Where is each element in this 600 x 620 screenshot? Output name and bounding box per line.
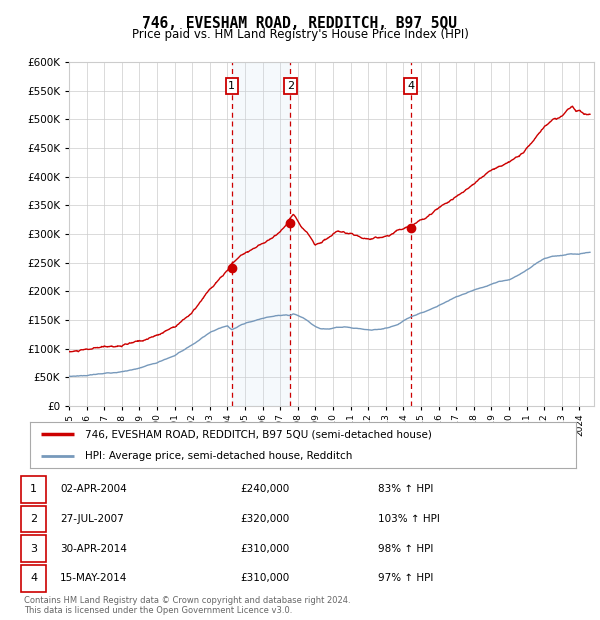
Text: £310,000: £310,000: [240, 544, 289, 554]
Text: 3: 3: [30, 544, 37, 554]
Text: 15-MAY-2014: 15-MAY-2014: [60, 574, 127, 583]
Text: 2: 2: [30, 514, 37, 524]
Text: 2: 2: [287, 81, 294, 91]
Text: HPI: Average price, semi-detached house, Redditch: HPI: Average price, semi-detached house,…: [85, 451, 352, 461]
Text: 746, EVESHAM ROAD, REDDITCH, B97 5QU: 746, EVESHAM ROAD, REDDITCH, B97 5QU: [143, 16, 458, 30]
Text: 02-APR-2004: 02-APR-2004: [60, 484, 127, 494]
Text: 1: 1: [30, 484, 37, 494]
Text: 83% ↑ HPI: 83% ↑ HPI: [378, 484, 433, 494]
Text: 103% ↑ HPI: 103% ↑ HPI: [378, 514, 440, 524]
Text: £310,000: £310,000: [240, 574, 289, 583]
Text: 4: 4: [407, 81, 415, 91]
Text: 97% ↑ HPI: 97% ↑ HPI: [378, 574, 433, 583]
Text: 98% ↑ HPI: 98% ↑ HPI: [378, 544, 433, 554]
Text: Price paid vs. HM Land Registry's House Price Index (HPI): Price paid vs. HM Land Registry's House …: [131, 28, 469, 41]
Text: 746, EVESHAM ROAD, REDDITCH, B97 5QU (semi-detached house): 746, EVESHAM ROAD, REDDITCH, B97 5QU (se…: [85, 429, 431, 439]
Text: 27-JUL-2007: 27-JUL-2007: [60, 514, 124, 524]
Text: 1: 1: [228, 81, 235, 91]
Bar: [232, 62, 290, 406]
Text: £240,000: £240,000: [240, 484, 289, 494]
Text: £320,000: £320,000: [240, 514, 289, 524]
Text: 30-APR-2014: 30-APR-2014: [60, 544, 127, 554]
Text: Contains HM Land Registry data © Crown copyright and database right 2024.
This d: Contains HM Land Registry data © Crown c…: [24, 596, 350, 615]
Text: 4: 4: [30, 574, 37, 583]
